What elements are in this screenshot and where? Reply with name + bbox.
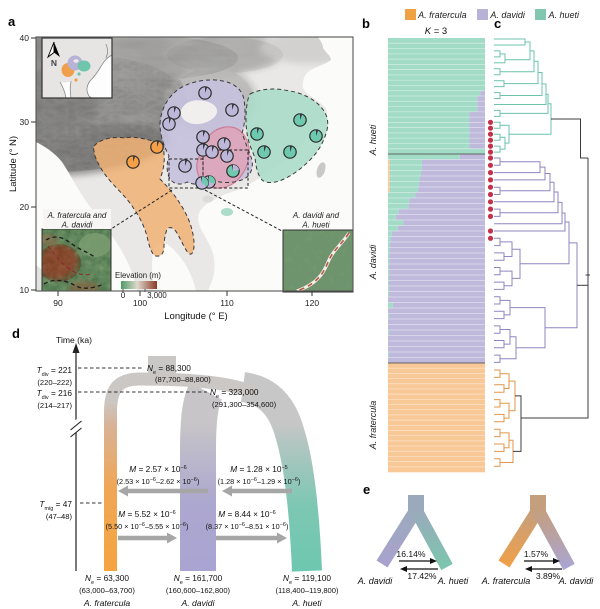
svg-text:A. fratercula: A. fratercula: [481, 576, 531, 586]
svg-text:A. davidi: A. davidi: [558, 576, 595, 586]
svg-text:(2.53 × 10−6–2.62 × 10−6): (2.53 × 10−6–2.62 × 10−6): [117, 477, 200, 486]
svg-text:A. davidi: A. davidi: [368, 244, 378, 281]
svg-text:120: 120: [305, 298, 319, 308]
svg-text:K = 3: K = 3: [425, 26, 447, 37]
svg-text:A. hueti: A. hueti: [301, 221, 329, 230]
svg-text:10: 10: [20, 285, 30, 295]
svg-text:0: 0: [121, 291, 126, 300]
svg-text:(291,300–354,600): (291,300–354,600): [212, 400, 277, 409]
svg-text:3.89%: 3.89%: [536, 571, 561, 581]
svg-text:(214–217): (214–217): [37, 401, 72, 410]
svg-text:(1.28 × 10−6–1.29 × 10−6): (1.28 × 10−6–1.29 × 10−6): [218, 477, 301, 486]
svg-text:A. hueti: A. hueti: [291, 598, 322, 608]
svg-text:(118,400–119,800): (118,400–119,800): [275, 586, 339, 595]
svg-text:30: 30: [20, 117, 30, 127]
svg-text:M = 2.57 × 10−6: M = 2.57 × 10−6: [129, 464, 187, 474]
svg-text:Ne = 88,300: Ne = 88,300: [147, 363, 191, 376]
svg-text:Ne = 161,700: Ne = 161,700: [174, 573, 223, 586]
svg-text:20: 20: [20, 202, 30, 212]
svg-text:Ne = 323,000: Ne = 323,000: [210, 387, 259, 400]
svg-text:A. fratercula: A. fratercula: [368, 401, 378, 451]
svg-text:90: 90: [53, 298, 63, 308]
svg-text:A. davidi: A. davidi: [61, 221, 93, 230]
svg-text:M = 5.52 × 10−6: M = 5.52 × 10−6: [118, 509, 176, 519]
svg-text:(220–222): (220–222): [37, 378, 72, 387]
svg-text:A. davidi: A. davidi: [181, 598, 216, 608]
svg-text:1.57%: 1.57%: [524, 549, 549, 559]
svg-text:17.42%: 17.42%: [407, 571, 437, 581]
svg-text:110: 110: [220, 298, 234, 308]
svg-text:Time (ka): Time (ka): [56, 335, 92, 345]
svg-text:Ne = 119,100: Ne = 119,100: [283, 573, 331, 586]
svg-text:N: N: [51, 58, 57, 68]
svg-text:(160,600–162,800): (160,600–162,800): [166, 586, 231, 595]
svg-text:M = 8.44 × 10−6: M = 8.44 × 10−6: [218, 509, 276, 519]
svg-text:(8.37 × 10−6–8.51 × 10−6): (8.37 × 10−6–8.51 × 10−6): [206, 522, 289, 531]
svg-text:A. davidi and: A. davidi and: [292, 211, 340, 220]
svg-text:(87,700–88,800): (87,700–88,800): [155, 375, 211, 384]
svg-text:A. hueti: A. hueti: [368, 124, 378, 157]
svg-text:Latitude (° N): Latitude (° N): [8, 136, 19, 192]
svg-text:A. fratercula and: A. fratercula and: [47, 211, 107, 220]
svg-text:A. fratercula: A. fratercula: [83, 598, 131, 608]
svg-text:M = 1.28 × 10−5: M = 1.28 × 10−5: [230, 464, 288, 474]
svg-text:100: 100: [133, 298, 147, 308]
svg-text:(5.50 × 10−6–5.55 × 10−6): (5.50 × 10−6–5.55 × 10−6): [106, 522, 189, 531]
svg-text:A. davidi: A. davidi: [357, 576, 394, 586]
svg-text:(47–48): (47–48): [46, 512, 73, 521]
svg-text:Ne = 63,300: Ne = 63,300: [85, 573, 129, 586]
svg-text:A. hueti: A. hueti: [437, 576, 470, 586]
svg-text:Elevation (m): Elevation (m): [115, 271, 161, 280]
svg-text:(63,000–63,700): (63,000–63,700): [79, 586, 135, 595]
svg-text:3,000: 3,000: [147, 291, 167, 300]
svg-text:40: 40: [20, 33, 30, 43]
svg-text:16.14%: 16.14%: [396, 549, 426, 559]
svg-text:Longitude (° E): Longitude (° E): [164, 311, 227, 322]
